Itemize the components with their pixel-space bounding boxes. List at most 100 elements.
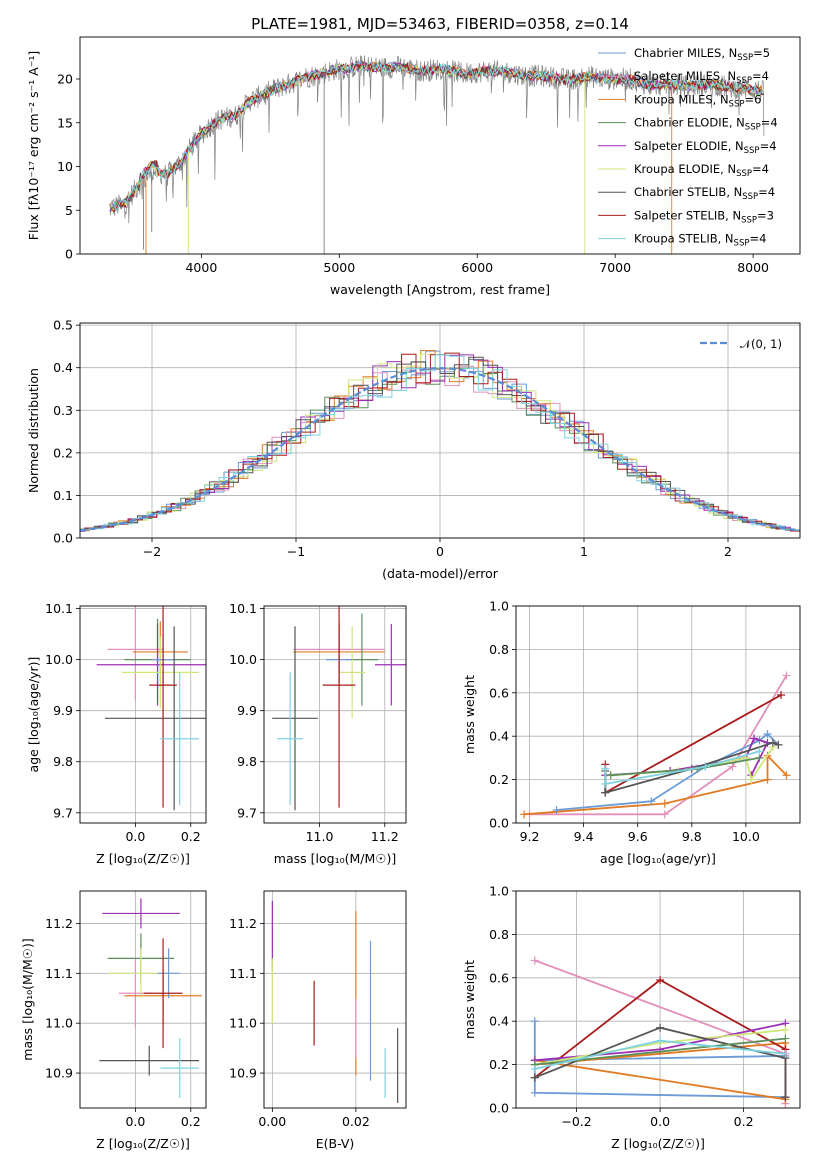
y-tick-label: 0.6 <box>489 970 509 985</box>
x-tick-label: 9.8 <box>682 829 702 844</box>
x-tick-label: 1 <box>580 544 588 559</box>
x-tick-label: 10.0 <box>732 829 760 844</box>
y-tick-label: 1.0 <box>489 599 509 614</box>
y-tick-label: 0.5 <box>53 318 73 333</box>
error-bar-point <box>99 1045 200 1076</box>
x-tick-label: −1 <box>287 544 305 559</box>
y-tick-label: 15 <box>57 115 73 130</box>
y-tick-label: 0.6 <box>489 685 509 700</box>
x-tick-label: 0.00 <box>258 1114 286 1129</box>
y-tick-label: 5 <box>65 203 73 218</box>
x-axis-label: (data-model)/error <box>382 566 499 581</box>
weight-marker <box>782 771 791 780</box>
y-tick-label: 0.1 <box>53 488 73 503</box>
y-tick-label: 9.7 <box>53 805 73 820</box>
weight-marker <box>782 671 791 680</box>
y-tick-label: 11.2 <box>229 916 257 931</box>
x-tick-label: 11.2 <box>371 829 399 844</box>
x-axis-label: Z [log₁₀(Z/Z☉)] <box>611 1136 705 1151</box>
x-axis-label: age [log₁₀(age/yr)] <box>600 851 716 866</box>
plot-frame <box>515 890 801 1109</box>
error-bar-point <box>143 938 183 1049</box>
x-tick-label: 5000 <box>323 260 355 275</box>
error-bar-point <box>104 626 206 811</box>
plot-frame <box>515 605 801 824</box>
error-bar-point <box>277 672 304 806</box>
x-tick-label: 0.0 <box>650 1114 670 1129</box>
y-tick-label: 1.0 <box>489 884 509 899</box>
x-tick-label: 8000 <box>737 260 769 275</box>
residual-histogram-8 <box>80 352 800 532</box>
legend-entry: Kroupa STELIB, NSSP=4 <box>634 232 766 249</box>
weight-line-7 <box>534 1026 787 1098</box>
legend-entry: Kroupa ELODIE, NSSP=4 <box>634 162 769 179</box>
x-tick-label: 0.2 <box>734 1114 754 1129</box>
plot-frame <box>79 36 801 255</box>
weight-marker <box>777 690 786 699</box>
x-tick-label: 9.4 <box>574 829 594 844</box>
weight-marker <box>701 762 710 771</box>
x-tick-label: 0.0 <box>125 829 145 844</box>
error-bar-point <box>160 672 200 806</box>
weight-marker <box>747 775 756 784</box>
x-axis-label: wavelength [Angstrom, rest frame] <box>330 282 550 297</box>
y-tick-label: 0.3 <box>53 403 73 418</box>
x-axis-label: Z [log₁₀(Z/Z☉)] <box>96 851 190 866</box>
error-bar-point <box>102 898 180 929</box>
x-tick-label: 0 <box>436 544 444 559</box>
weight-marker <box>768 738 777 747</box>
y-tick-label: 10.0 <box>229 652 257 667</box>
weight-marker <box>755 747 764 756</box>
x-tick-label: 0.0 <box>125 1114 145 1129</box>
weight-marker <box>763 775 772 784</box>
error-bar-point <box>160 1038 200 1099</box>
error-bar-point <box>272 626 318 811</box>
plot-frame <box>79 605 207 824</box>
error-bar-point <box>96 623 206 706</box>
y-axis-label: mass weight <box>462 675 477 754</box>
weight-marker <box>660 799 669 808</box>
weight-marker <box>530 1017 539 1026</box>
x-axis-label: Z [log₁₀(Z/Z☉)] <box>96 1136 190 1151</box>
y-tick-label: 9.8 <box>53 754 73 769</box>
y-tick-label: 11.1 <box>229 966 257 981</box>
y-axis-label: Flux [fλ10⁻¹⁷ erg cm⁻² s⁻¹ A⁻¹] <box>26 51 41 240</box>
weight-marker <box>750 734 759 743</box>
legend-entry: 𝒩(0, 1) <box>740 337 782 351</box>
x-tick-label: 0.2 <box>181 1114 201 1129</box>
weight-line-1 <box>529 674 788 816</box>
y-tick-label: 10 <box>57 159 73 174</box>
y-tick-label: 0.0 <box>489 1101 509 1116</box>
y-tick-label: 0.4 <box>489 729 509 744</box>
legend-entry: Kroupa MILES, NSSP=6 <box>634 92 761 109</box>
x-tick-label: 9.6 <box>628 829 648 844</box>
y-tick-label: 11.0 <box>229 1016 257 1031</box>
model-spectrum-5 <box>110 61 764 212</box>
y-tick-label: 10.1 <box>45 601 73 616</box>
y-tick-label: 0 <box>65 247 73 262</box>
weight-marker <box>656 1023 665 1032</box>
weight-marker <box>647 797 656 806</box>
weight-marker <box>530 1064 539 1073</box>
weight-marker <box>601 788 610 797</box>
x-tick-label: 7000 <box>599 260 631 275</box>
error-bar-point <box>157 948 180 999</box>
error-bar-point <box>374 623 406 706</box>
error-bar-point <box>149 606 177 808</box>
y-tick-label: 9.7 <box>237 805 257 820</box>
weight-marker <box>774 740 783 749</box>
y-tick-label: 0.2 <box>489 1057 509 1072</box>
y-tick-label: 11.2 <box>45 916 73 931</box>
y-axis-label: age [log₁₀(age/yr)] <box>26 657 41 773</box>
legend-entry: Chabrier STELIB, NSSP=4 <box>634 185 775 202</box>
y-tick-label: 10.9 <box>229 1066 257 1081</box>
weight-marker <box>601 779 610 788</box>
weight-marker <box>728 762 737 771</box>
x-tick-label: 0.2 <box>181 829 201 844</box>
y-tick-label: 11.1 <box>45 966 73 981</box>
plot-frame <box>263 890 407 1109</box>
weight-marker <box>520 810 529 819</box>
weight-marker <box>530 956 539 965</box>
error-bar-point <box>322 606 356 808</box>
x-axis-label: E(B-V) <box>316 1136 355 1151</box>
